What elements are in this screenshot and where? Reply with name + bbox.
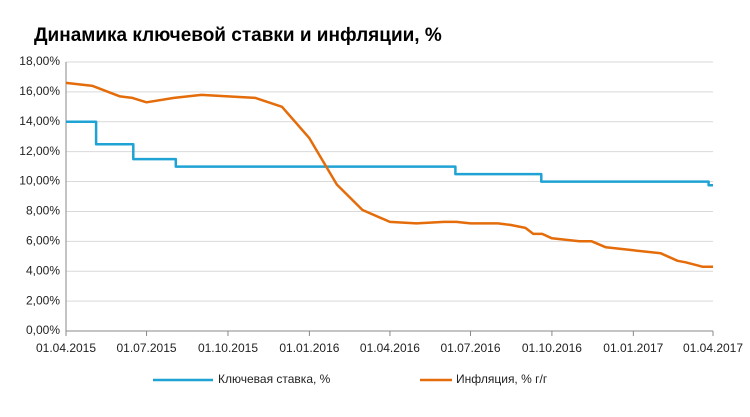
x-tick-label: 01.10.2016 — [522, 341, 582, 355]
y-tick-label: 6,00% — [26, 234, 60, 248]
y-tick-label: 16,00% — [19, 84, 60, 98]
line-series — [66, 120, 713, 187]
x-tick-label: 01.04.2016 — [360, 341, 420, 355]
y-tick-label: 2,00% — [26, 293, 60, 307]
x-tick-label: 01.01.2017 — [603, 341, 663, 355]
y-tick-label: 10,00% — [19, 174, 60, 188]
line-series — [65, 81, 713, 268]
x-tick-label: 01.07.2016 — [440, 341, 500, 355]
x-tick-label: 01.04.2015 — [36, 341, 96, 355]
x-tick-label: 01.07.2015 — [117, 341, 177, 355]
y-tick-label: 4,00% — [26, 263, 60, 277]
x-tick-label: 01.01.2016 — [279, 341, 339, 355]
y-tick-label: 8,00% — [26, 204, 60, 218]
chart-title: Динамика ключевой ставки и инфляции, % — [34, 25, 442, 46]
legend-label: Инфляция, % г/г — [456, 372, 548, 386]
x-tick-label: 01.04.2017 — [683, 341, 743, 355]
y-tick-label: 14,00% — [19, 114, 60, 128]
legend-label: Ключевая ставка, % — [218, 372, 331, 386]
y-tick-label: 12,00% — [19, 144, 60, 158]
x-tick-label: 01.10.2015 — [198, 341, 258, 355]
y-tick-label: 0,00% — [26, 323, 60, 337]
y-tick-label: 18,00% — [19, 54, 60, 68]
